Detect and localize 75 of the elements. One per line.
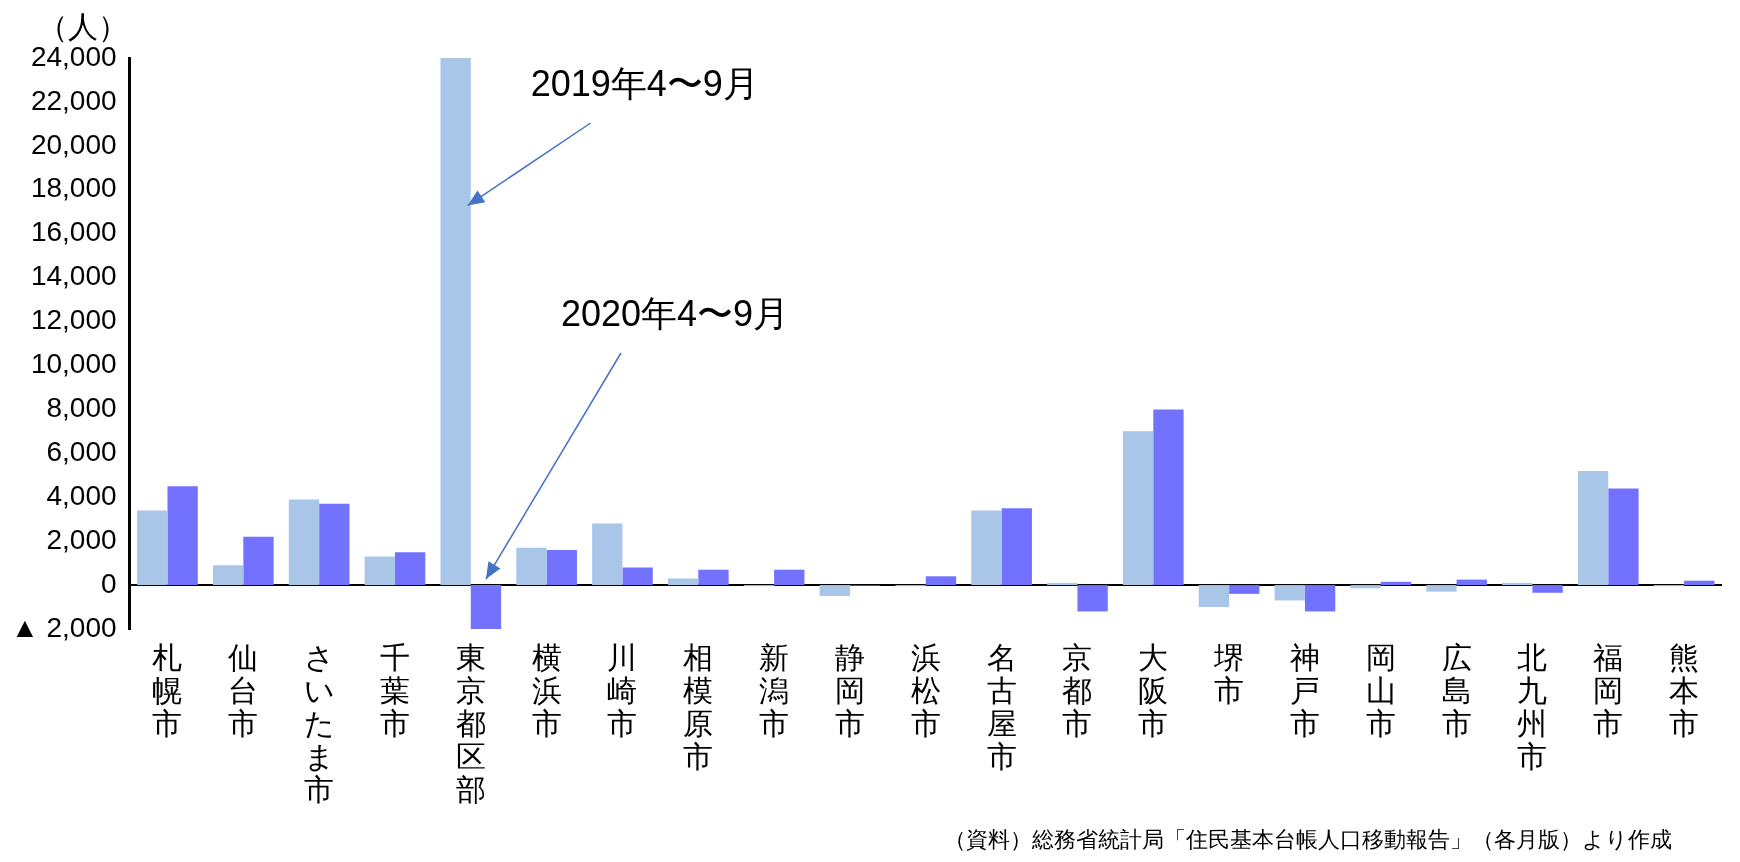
- bar: [1304, 585, 1336, 612]
- bar: [1274, 585, 1305, 601]
- bar: [1122, 431, 1154, 586]
- bar: [212, 565, 244, 586]
- bar: [667, 578, 699, 586]
- bar: [925, 576, 957, 586]
- bar: [1608, 488, 1639, 586]
- x-tick-label: 浜松市: [910, 640, 941, 740]
- bar: [319, 503, 350, 586]
- y-tick-label: 0: [100, 567, 117, 599]
- x-tick-label: 仙台市: [228, 640, 259, 740]
- y-tick-label: 22,000: [30, 84, 117, 116]
- y-tick-label: 12,000: [30, 304, 117, 336]
- bar: [1426, 585, 1457, 592]
- x-tick-label: さいたま市: [303, 640, 335, 806]
- bar: [1077, 585, 1108, 612]
- bar: [774, 569, 805, 586]
- x-tick-label: 岡山市: [1365, 640, 1396, 740]
- bar: [1684, 580, 1715, 586]
- bar: [546, 549, 577, 586]
- y-tick-label: 4,000: [46, 479, 117, 511]
- y-tick-label: 18,000: [30, 172, 117, 204]
- x-tick-label: 京都市: [1062, 640, 1093, 740]
- bar: [592, 523, 623, 586]
- bar: [470, 585, 502, 629]
- x-tick-label: 横浜市: [531, 640, 562, 740]
- bar: [819, 585, 850, 597]
- text: （資料）総務省統計局「住民基本台帳人口移動報告」（各月版）より作成: [944, 827, 1672, 853]
- bar: [1198, 585, 1230, 608]
- x-tick-label: 東京都区部: [455, 640, 486, 806]
- y-tick-label: 14,000: [30, 260, 117, 292]
- bar: [1001, 508, 1032, 586]
- x-tick-label: 名古屋市: [986, 640, 1017, 773]
- x-tick-label: 川崎市: [607, 640, 638, 740]
- x-tick-label: 北九州市: [1517, 640, 1548, 773]
- bar: [971, 510, 1002, 586]
- bar: [440, 58, 471, 586]
- bar: [1577, 470, 1609, 586]
- bar: [1532, 585, 1563, 593]
- x-tick-label: 静岡市: [834, 640, 865, 740]
- y-tick-label: 2,000: [46, 523, 117, 555]
- bar: [516, 547, 547, 586]
- bar: [1380, 581, 1412, 586]
- bar: [1047, 582, 1078, 586]
- bar: [137, 510, 168, 586]
- bar: [243, 536, 274, 586]
- x-tick-label: 札幌市: [152, 640, 183, 740]
- x-tick-label: 広島市: [1441, 640, 1472, 740]
- bar: [1502, 582, 1533, 586]
- x-tick-label: 千葉市: [379, 640, 410, 740]
- y-tick-label: 16,000: [30, 216, 117, 248]
- bar: [1350, 585, 1381, 589]
- x-tick-label: 堺市: [1213, 640, 1245, 707]
- bar: [1229, 585, 1260, 594]
- bar: [288, 499, 320, 586]
- y-tick-label: 6,000: [46, 436, 117, 468]
- x-tick-label: 大阪市: [1138, 640, 1169, 740]
- x-tick-label: 福岡市: [1593, 640, 1624, 740]
- bar: [364, 556, 395, 586]
- y-tick-label: 10,000: [30, 348, 117, 380]
- x-tick-label: 新潟市: [759, 640, 790, 740]
- y-tick-label: ▲ 2,000: [11, 611, 117, 643]
- bar: [622, 567, 653, 586]
- bar: [698, 569, 729, 586]
- series-label: 2019年4〜9月: [530, 62, 759, 104]
- bar: [394, 552, 426, 586]
- bar: [1456, 579, 1487, 586]
- x-tick-label: 熊本市: [1669, 640, 1700, 740]
- bar: [167, 486, 198, 586]
- bar: [1153, 409, 1184, 586]
- x-tick-label: 神戸市: [1289, 640, 1320, 740]
- y-tick-label: 8,000: [46, 392, 117, 424]
- text: 2020年4〜9月: [560, 292, 790, 334]
- y-tick-label: 20,000: [30, 128, 117, 160]
- x-tick-label: 相模原市: [683, 640, 714, 773]
